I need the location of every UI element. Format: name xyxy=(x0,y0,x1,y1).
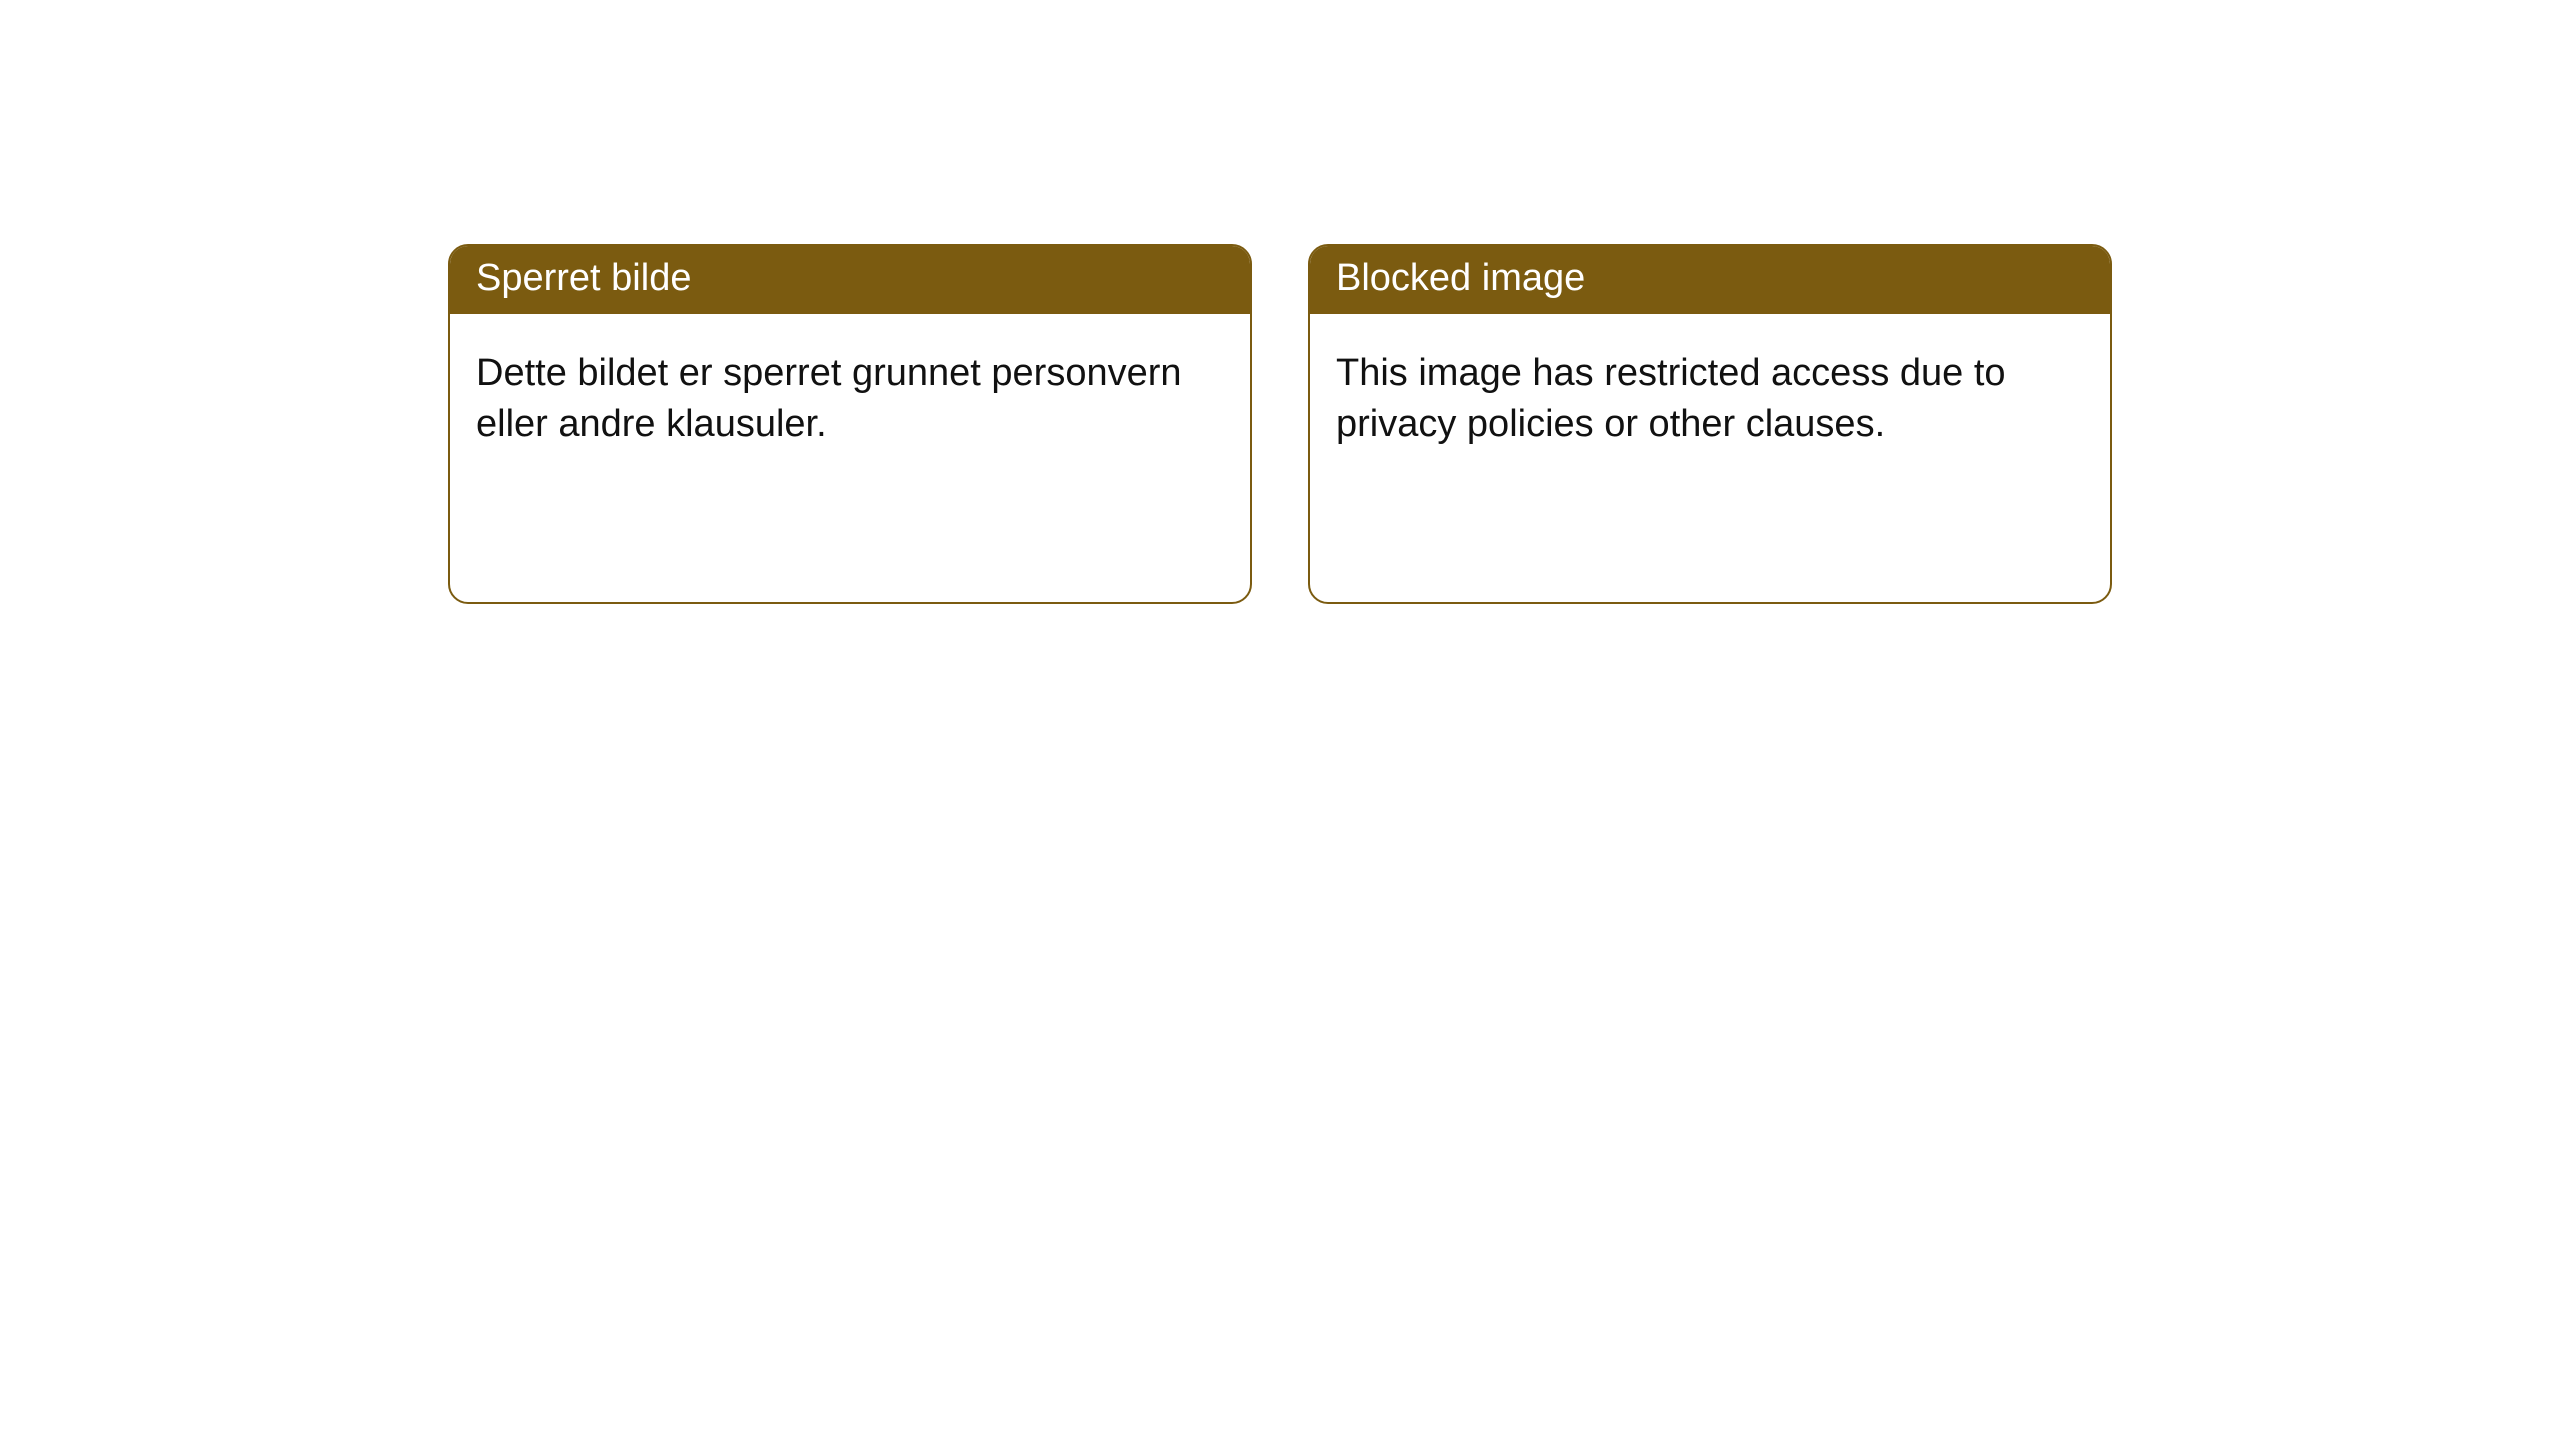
blocked-image-card-no-body: Dette bildet er sperret grunnet personve… xyxy=(450,314,1250,602)
blocked-image-card-no: Sperret bilde Dette bildet er sperret gr… xyxy=(448,244,1252,604)
blocked-image-card-no-title: Sperret bilde xyxy=(450,246,1250,314)
blocked-image-card-en: Blocked image This image has restricted … xyxy=(1308,244,2112,604)
blocked-image-card-en-body: This image has restricted access due to … xyxy=(1310,314,2110,602)
blocked-image-card-en-title: Blocked image xyxy=(1310,246,2110,314)
blocked-image-notice-row: Sperret bilde Dette bildet er sperret gr… xyxy=(0,0,2560,604)
